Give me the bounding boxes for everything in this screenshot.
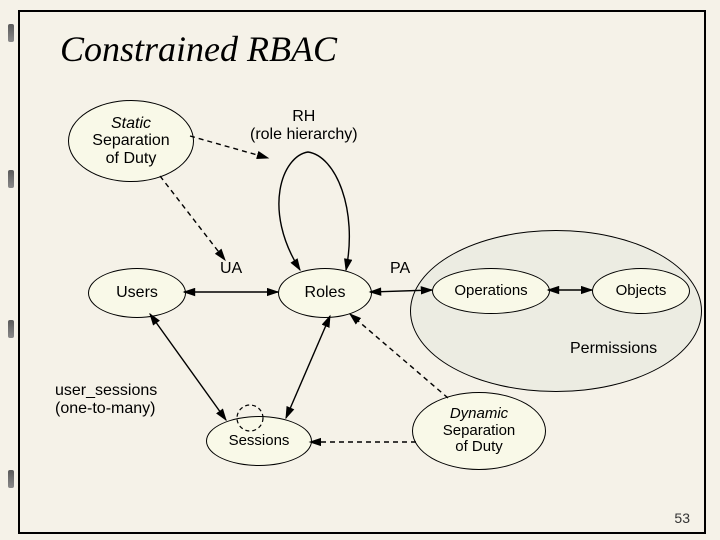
ornament-staple [8, 170, 14, 188]
node-operations-label: Operations [454, 283, 527, 300]
node-users-label: Users [116, 284, 158, 302]
node-roles-label: Roles [305, 284, 346, 302]
ornament-staple [8, 470, 14, 488]
label-ua: UA [220, 260, 242, 278]
label-rh-line2: (role hierarchy) [250, 126, 358, 144]
node-users: Users [88, 268, 186, 318]
permissions-label: Permissions [570, 340, 657, 358]
label-user-sessions-line1: user_sessions [55, 382, 157, 400]
ornament-staple [8, 24, 14, 42]
node-ssd-line3: of Duty [106, 150, 157, 168]
node-sessions: Sessions [206, 416, 312, 466]
node-ssd-line2: Separation [92, 132, 169, 150]
label-rh-line1: RH [250, 108, 358, 126]
node-objects: Objects [592, 268, 690, 314]
page-number: 53 [674, 510, 690, 526]
node-roles: Roles [278, 268, 372, 318]
node-operations: Operations [432, 268, 550, 314]
node-dsd: Dynamic Separation of Duty [412, 392, 546, 470]
slide-title: Constrained RBAC [60, 28, 337, 70]
node-dsd-line2: Separation [443, 423, 516, 440]
node-ssd-line1: Static [111, 115, 151, 133]
node-ssd: Static Separation of Duty [68, 100, 194, 182]
node-dsd-line3: of Duty [455, 439, 503, 456]
label-user-sessions: user_sessions (one-to-many) [55, 382, 157, 418]
node-dsd-line1: Dynamic [450, 406, 508, 423]
node-objects-label: Objects [616, 283, 667, 300]
ornament-staple [8, 320, 14, 338]
label-user-sessions-line2: (one-to-many) [55, 400, 157, 418]
label-rh: RH (role hierarchy) [250, 108, 358, 144]
node-sessions-label: Sessions [229, 433, 290, 450]
label-pa: PA [390, 260, 410, 278]
